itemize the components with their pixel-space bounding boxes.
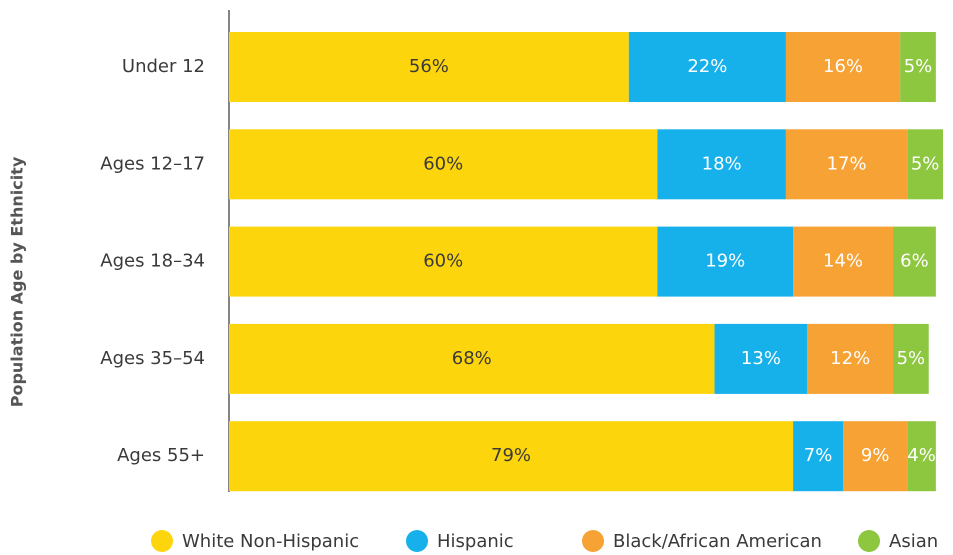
bar-segment: [229, 323, 715, 394]
bar-segment: [793, 421, 844, 492]
value-label: 18%: [702, 153, 742, 174]
bar-segment: [900, 32, 936, 102]
bar-segment: [785, 129, 908, 200]
bar-segment: [657, 226, 794, 297]
bar-segment: [893, 323, 929, 394]
legend-swatch: [858, 530, 880, 552]
y-tick-label: Ages 35–54: [100, 348, 205, 369]
legend-swatch: [406, 530, 428, 552]
value-label: 5%: [897, 348, 926, 369]
value-label: 60%: [423, 251, 463, 272]
y-tick-label: Ages 18–34: [100, 251, 205, 272]
bar-segment: [229, 421, 794, 492]
bar-segment: [229, 129, 658, 200]
value-label: 5%: [911, 153, 940, 174]
y-tick-label: Ages 55+: [117, 445, 205, 466]
bar-segment: [907, 129, 943, 200]
legend-label: Black/African American: [613, 531, 822, 552]
bar-segment: [229, 32, 629, 102]
value-label: 68%: [452, 348, 492, 369]
legend-label: White Non-Hispanic: [182, 531, 359, 552]
bar-segment: [785, 32, 901, 102]
bar-segment: [843, 421, 908, 492]
value-label: 7%: [804, 445, 833, 466]
legend-label: Asian: [889, 531, 938, 552]
y-axis-title: Population Age by Ethnicity: [8, 156, 27, 407]
bar-segment: [714, 323, 808, 394]
value-label: 17%: [827, 153, 867, 174]
y-tick-label: Under 12: [122, 56, 205, 77]
value-label: 12%: [830, 348, 870, 369]
legend-label: Hispanic: [437, 531, 514, 552]
bar-segment: [907, 421, 936, 492]
value-label: 56%: [409, 56, 449, 77]
bar-segment: [807, 323, 894, 394]
value-label: 4%: [907, 445, 936, 466]
value-label: 13%: [741, 348, 781, 369]
value-label: 9%: [861, 445, 890, 466]
value-label: 16%: [823, 56, 863, 77]
value-label: 5%: [904, 56, 933, 77]
bar-segment: [657, 129, 786, 200]
value-label: 19%: [705, 251, 745, 272]
y-tick-label: Ages 12–17: [100, 153, 205, 174]
value-label: 6%: [900, 251, 929, 272]
bar-segment: [793, 226, 894, 297]
value-label: 22%: [687, 56, 727, 77]
bar-segment: [628, 32, 786, 102]
value-label: 14%: [823, 251, 863, 272]
bar-segment: [229, 226, 658, 297]
value-label: 79%: [491, 445, 531, 466]
value-label: 60%: [423, 153, 463, 174]
legend-swatch: [151, 530, 173, 552]
legend-swatch: [582, 530, 604, 552]
bar-segment: [893, 226, 936, 297]
